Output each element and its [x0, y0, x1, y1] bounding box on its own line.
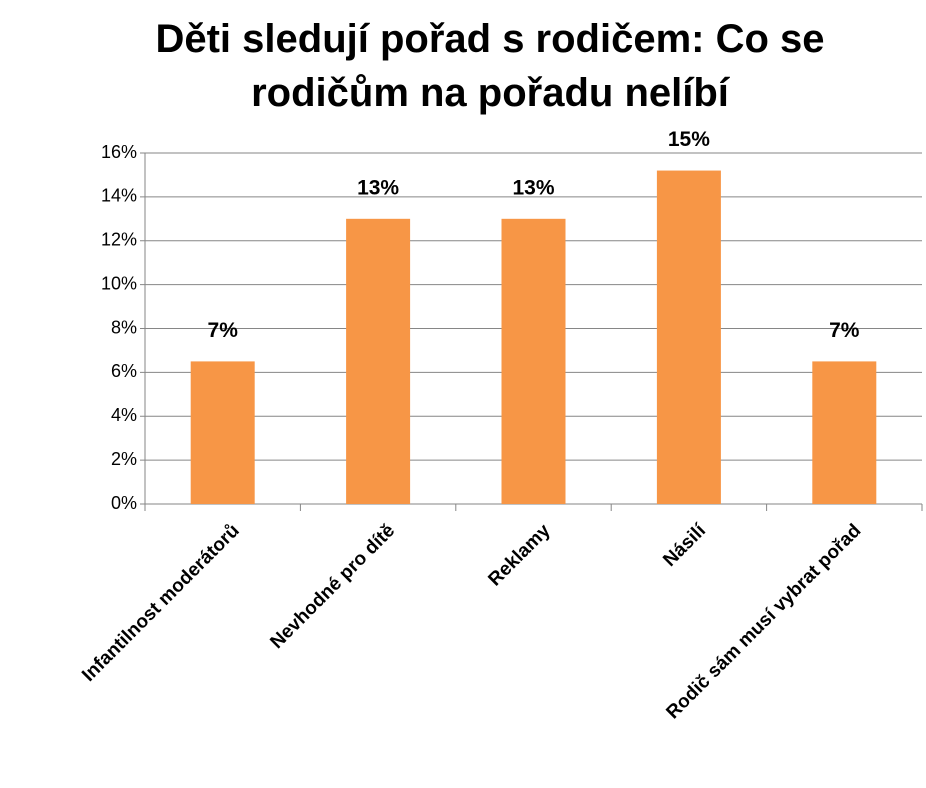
y-tick-label: 8%	[111, 317, 137, 337]
value-label: 15%	[668, 128, 710, 151]
value-label: 13%	[512, 176, 554, 199]
chart-title: Děti sledují pořad s rodičem: Co se rodi…	[155, 17, 825, 115]
x-tick-label: Nevhodné pro dítě	[266, 520, 399, 653]
y-tick-label: 6%	[111, 361, 137, 381]
x-tick-label: Násilí	[659, 520, 710, 571]
x-tick-label: Infantilnost moderátorů	[78, 520, 244, 686]
bar	[501, 218, 566, 504]
value-label: 13%	[357, 176, 399, 199]
bar	[656, 170, 721, 505]
value-label: 7%	[829, 319, 860, 342]
y-tick-label: 16%	[101, 142, 137, 162]
y-tick-label: 2%	[111, 449, 137, 469]
y-tick-label: 14%	[101, 186, 137, 206]
y-tick-label: 10%	[101, 273, 137, 293]
bar	[812, 361, 877, 504]
y-tick-label: 0%	[111, 493, 137, 513]
x-tick-label: Reklamy	[484, 520, 554, 590]
y-tick-label: 4%	[111, 405, 137, 425]
bar	[346, 218, 411, 504]
bar	[190, 361, 255, 504]
value-label: 7%	[208, 319, 239, 342]
y-tick-label: 12%	[101, 230, 137, 250]
